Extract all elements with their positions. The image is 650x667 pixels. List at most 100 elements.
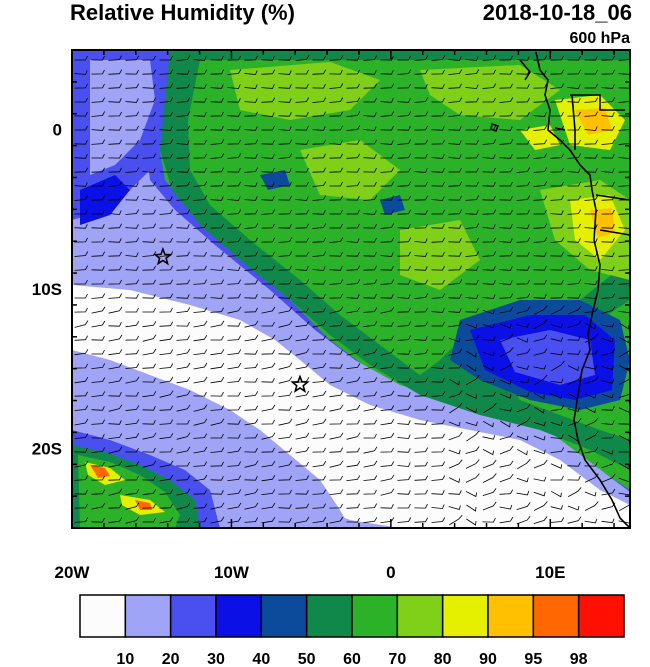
wind-barb — [414, 433, 429, 439]
wind-barb — [227, 251, 242, 257]
wind-barb — [227, 420, 241, 425]
wind-barb — [278, 418, 293, 426]
colorbar-label: 40 — [252, 651, 270, 667]
wind-barb — [584, 501, 599, 511]
wind-barb — [329, 195, 343, 201]
wind-barb — [431, 406, 445, 411]
wind-barb — [550, 421, 563, 427]
wind-barb — [108, 265, 122, 271]
wind-barb — [466, 350, 477, 358]
wind-barb — [601, 337, 614, 343]
wind-barb — [125, 335, 139, 341]
wind-barb — [193, 517, 208, 523]
wind-barb — [278, 306, 293, 314]
wind-barb — [159, 474, 174, 482]
wind-barb — [244, 237, 258, 243]
wind-barb — [466, 504, 477, 512]
wind-barb — [550, 55, 564, 61]
wind-barb — [584, 266, 598, 271]
wind-barb — [125, 182, 139, 187]
wind-barb — [601, 420, 615, 425]
wind-barb — [482, 55, 497, 61]
wind-barb — [108, 404, 123, 412]
wind-barb — [261, 279, 275, 285]
wind-barb — [329, 97, 344, 103]
wind-barb — [397, 55, 411, 61]
wind-barb — [227, 266, 241, 271]
wind-barb — [125, 55, 140, 61]
colorbar-swatch — [260, 594, 308, 638]
wind-barb — [295, 461, 309, 467]
wind-barb — [533, 181, 548, 187]
wind-barb — [584, 349, 598, 355]
wind-barb — [74, 209, 88, 215]
wind-barb — [499, 55, 513, 61]
wind-barb — [295, 84, 309, 89]
wind-barb — [159, 69, 174, 75]
wind-barb — [516, 224, 530, 229]
wind-barb — [74, 517, 89, 523]
wind-barb — [125, 167, 140, 173]
wind-barb — [108, 392, 122, 397]
wind-barb — [448, 140, 462, 145]
wind-barb — [142, 84, 156, 89]
wind-barb — [482, 280, 496, 285]
wind-barb — [414, 69, 429, 75]
wind-barb — [550, 378, 564, 384]
wind-barb — [329, 516, 344, 524]
wind-barb — [261, 125, 275, 131]
wind-barb — [74, 97, 88, 103]
wind-barb — [550, 195, 565, 201]
wind-barb — [499, 293, 513, 299]
wind-barb — [516, 167, 531, 173]
wind-barb — [550, 505, 563, 510]
wind-barb — [244, 488, 259, 496]
wind-barb — [414, 252, 428, 257]
wind-barb — [193, 265, 207, 271]
wind-barb — [584, 252, 598, 257]
wind-barb — [329, 460, 344, 468]
wind-barb — [584, 431, 599, 441]
wind-barb — [397, 307, 411, 313]
wind-barb — [550, 97, 564, 103]
wind-barb — [261, 362, 276, 370]
wind-barb — [312, 307, 326, 313]
wind-barb — [499, 432, 514, 440]
wind-barb — [261, 168, 275, 173]
wind-barb — [567, 153, 582, 159]
wind-barb — [346, 56, 360, 61]
wind-barb — [414, 461, 428, 467]
wind-barb — [482, 237, 496, 243]
wind-barb — [312, 390, 327, 398]
wind-barb — [584, 417, 599, 427]
wind-barb — [74, 251, 89, 257]
wind-barb — [482, 69, 496, 75]
wind-barb — [482, 459, 497, 469]
wind-barb — [567, 55, 581, 61]
wind-barb — [380, 237, 395, 243]
wind-barb — [448, 459, 463, 469]
wind-barb — [74, 224, 88, 229]
wind-barb — [244, 111, 258, 117]
wind-barb — [567, 125, 581, 131]
wind-barb — [278, 251, 293, 257]
wind-barb — [176, 362, 191, 370]
colorbar-label: 90 — [479, 651, 497, 667]
wind-barb — [210, 307, 224, 313]
wind-barb — [91, 489, 106, 495]
wind-barb — [193, 139, 207, 145]
wind-barb — [193, 279, 208, 285]
wind-barb — [397, 420, 411, 425]
wind-barb — [108, 279, 122, 285]
wind-barb — [329, 153, 343, 159]
wind-barb — [533, 294, 547, 299]
wind-barb — [499, 460, 514, 468]
wind-barb — [533, 459, 548, 469]
wind-barb — [397, 377, 411, 383]
wind-barb — [448, 363, 462, 369]
wind-barb — [227, 391, 241, 397]
wind-barb — [363, 404, 378, 412]
colorbar-swatch — [124, 594, 172, 638]
wind-barb — [244, 517, 259, 523]
wind-barb — [397, 364, 411, 369]
